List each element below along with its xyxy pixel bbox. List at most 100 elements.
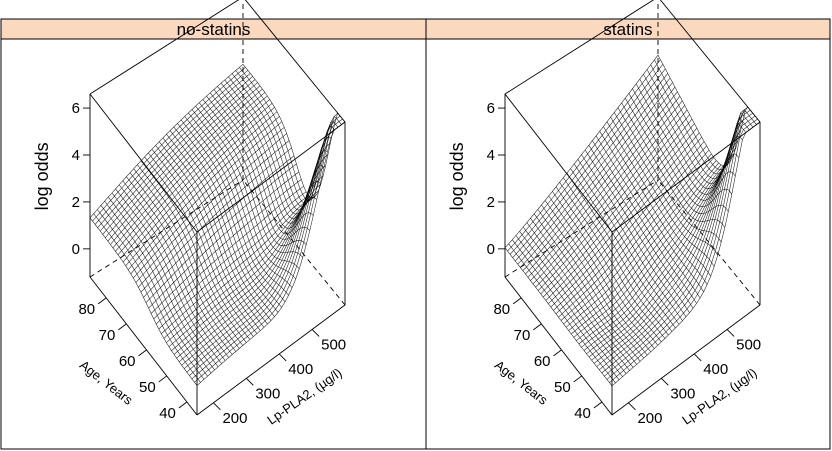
surface-mesh-line: [161, 197, 312, 335]
surface-mesh-line: [125, 111, 278, 266]
y-tick: [573, 375, 582, 383]
box-edge-hidden: [504, 179, 659, 278]
z-tick-label: 4: [487, 147, 495, 164]
surface-mesh-line: [112, 92, 266, 249]
surface-mesh-line: [189, 112, 338, 376]
surface-mesh-line: [507, 59, 661, 252]
surface-mesh-line: [588, 140, 739, 358]
x-tick: [628, 402, 636, 411]
surface-mesh-line: [173, 175, 324, 355]
surface-mesh-line: [540, 118, 693, 294]
box-edge: [196, 121, 346, 233]
y-tick: [158, 375, 167, 383]
surface-mesh-line: [153, 186, 304, 320]
z-tick-label: 2: [72, 194, 80, 211]
y-tick-label: 40: [574, 405, 591, 422]
x-tick-label: 300: [255, 385, 280, 402]
surface-mesh-line: [163, 197, 314, 339]
surface-mesh-line: [532, 105, 685, 285]
x-tick-label: 500: [321, 336, 346, 353]
surface-mesh-line: [140, 147, 292, 293]
x-tick: [661, 378, 669, 386]
surface-mesh-line: [611, 121, 761, 387]
surface-mesh-line: [545, 127, 698, 301]
x-tick: [693, 353, 702, 362]
x-tick-label: 500: [736, 336, 761, 353]
box-edge: [611, 121, 761, 233]
strip-label: no-statins: [177, 20, 251, 39]
surface-mesh-line: [110, 88, 263, 245]
surface-mesh-line: [194, 118, 343, 383]
y-tick-label: 70: [99, 327, 116, 344]
surface-mesh-line: [105, 82, 258, 238]
surface-mesh-line: [145, 163, 297, 303]
box-edge-hidden: [89, 179, 244, 278]
surface-mesh-line: [543, 123, 695, 298]
surface-mesh-line: [527, 96, 681, 278]
surface-mesh-line: [578, 163, 729, 345]
surface-mesh-line: [115, 95, 268, 252]
surface-mesh-line: [522, 86, 676, 271]
surface-mesh-line: [127, 116, 280, 270]
surface-mesh-line: [150, 179, 302, 314]
surface-mesh-line: [509, 64, 664, 255]
surface-mesh-line: [583, 154, 734, 351]
surface-mesh-line: [117, 99, 270, 255]
surface-mesh-line: [89, 64, 244, 218]
surface-mesh-line: [550, 136, 702, 308]
surface-mesh-line: [555, 145, 707, 314]
surface-mesh-line: [158, 195, 309, 330]
x-tick-label: 200: [222, 410, 247, 427]
y-tick-label: 80: [493, 301, 510, 318]
surface-mesh-line: [560, 153, 712, 321]
box-edge: [504, 93, 613, 233]
y-tick-label: 50: [139, 379, 156, 396]
box-edge: [89, 93, 198, 233]
surface-mesh-line: [594, 120, 744, 364]
surface-mesh-line: [553, 141, 705, 311]
y-tick: [118, 323, 127, 331]
y-tick: [138, 349, 147, 357]
surface-mesh-line: [512, 68, 666, 258]
surface-mesh-line: [568, 162, 719, 331]
x-tick: [311, 329, 320, 337]
y-tick: [178, 401, 188, 409]
surface-mesh-line: [573, 165, 724, 338]
box-edge: [504, 0, 655, 95]
surface-mesh-line: [504, 54, 659, 248]
x-tick-label: 400: [703, 361, 728, 378]
surface-mesh-line: [94, 70, 249, 225]
box-edge: [504, 276, 613, 416]
surface-mesh-line: [517, 77, 671, 265]
surface-mesh-line: [581, 159, 732, 348]
z-tick-label: 4: [72, 147, 80, 164]
x-tick: [726, 329, 735, 337]
y-tick-label: 70: [514, 327, 531, 344]
z-axis-label: log odds: [32, 142, 52, 210]
z-tick-label: 6: [487, 100, 495, 117]
x-tick: [213, 402, 221, 411]
surface-mesh-line: [133, 127, 285, 279]
y-tick-label: 60: [534, 353, 551, 370]
x-tick: [246, 378, 254, 386]
y-tick: [533, 323, 542, 331]
surface-mesh-line: [606, 115, 756, 380]
x-tick-label: 400: [288, 361, 313, 378]
surface-mesh-line: [191, 115, 341, 380]
surface-mesh-line: [99, 76, 253, 232]
surface-mesh-line: [102, 79, 256, 235]
y-tick-label: 50: [554, 379, 571, 396]
strip-label: statins: [603, 20, 652, 39]
surface-mesh-line: [576, 165, 727, 341]
surface-mesh-line: [515, 73, 668, 262]
surface-mesh-line: [565, 160, 717, 328]
surface-mesh-line: [596, 109, 746, 367]
surface-mesh-line: [97, 73, 251, 228]
surface-mesh-line: [156, 191, 307, 325]
box-edge: [611, 304, 761, 416]
surface-mesh-line: [168, 190, 319, 347]
surface-mesh-line: [609, 118, 758, 383]
y-tick: [512, 297, 522, 305]
